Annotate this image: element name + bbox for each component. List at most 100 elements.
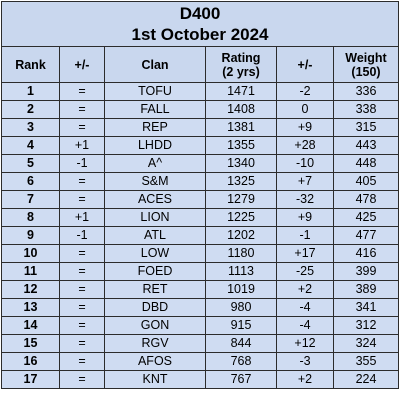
cell-rank: 4	[1, 136, 60, 155]
cell-clan: FALL	[104, 100, 206, 119]
cell-weight: 338	[332, 100, 400, 119]
rankings-table: D400 1st October 2024 Rank +/- Clan Rati…	[0, 1, 400, 389]
cell-rank-change: =	[59, 190, 105, 209]
table-row: 10 = LOW 1180 +17 416	[1, 244, 400, 263]
table-title-cell: D400 1st October 2024	[0, 1, 400, 47]
cell-weight: 448	[332, 154, 400, 173]
cell-rating-change: -10	[276, 154, 334, 173]
cell-weight: 425	[332, 208, 400, 227]
cell-rank-change: =	[59, 244, 105, 263]
table-row: 12 = RET 1019 +2 389	[1, 280, 400, 299]
cell-rating: 1113	[205, 262, 277, 281]
cell-rating: 1381	[205, 118, 277, 137]
cell-rank: 11	[1, 262, 60, 281]
cell-rating: 980	[205, 298, 277, 317]
cell-clan: AFOS	[104, 352, 206, 371]
header-rating-line2: (2 yrs)	[222, 64, 260, 79]
table-row: 4 +1 LHDD 1355 +28 443	[1, 136, 400, 155]
cell-weight: 336	[332, 82, 400, 101]
cell-rank-change: =	[59, 100, 105, 119]
cell-rating-change: +9	[276, 208, 334, 227]
cell-rank-change: =	[59, 262, 105, 281]
cell-rating: 1279	[205, 190, 277, 209]
cell-rank-change: =	[59, 334, 105, 353]
cell-rank-change: -1	[59, 226, 105, 245]
cell-rank: 8	[1, 208, 60, 227]
cell-rating: 1202	[205, 226, 277, 245]
cell-rank-change: +1	[59, 208, 105, 227]
cell-rating: 1408	[205, 100, 277, 119]
cell-clan: ATL	[104, 226, 206, 245]
cell-rank: 3	[1, 118, 60, 137]
cell-weight: 312	[332, 316, 400, 335]
cell-clan: ACES	[104, 190, 206, 209]
header-row: Rank +/- Clan Rating (2 yrs) +/- Weight …	[1, 46, 400, 83]
cell-clan: TOFU	[104, 82, 206, 101]
table-row: 16 = AFOS 768 -3 355	[1, 352, 400, 371]
cell-rank-change: +1	[59, 136, 105, 155]
cell-rating-change: +7	[276, 172, 334, 191]
table-row: 2 = FALL 1408 0 338	[1, 100, 400, 119]
cell-rating-change: +9	[276, 118, 334, 137]
cell-clan: RET	[104, 280, 206, 299]
cell-rank-change: =	[59, 352, 105, 371]
cell-rating: 1325	[205, 172, 277, 191]
header-clan: Clan	[104, 46, 206, 83]
cell-rating-change: +12	[276, 334, 334, 353]
header-rating-line1: Rating	[221, 50, 261, 65]
cell-clan: KNT	[104, 370, 206, 389]
cell-rank-change: =	[59, 118, 105, 137]
cell-weight: 389	[332, 280, 400, 299]
cell-rating-change: -25	[276, 262, 334, 281]
table-row: 14 = GON 915 -4 312	[1, 316, 400, 335]
cell-rating-change: +2	[276, 370, 334, 389]
cell-rank: 9	[1, 226, 60, 245]
cell-clan: RGV	[104, 334, 206, 353]
cell-rank-change: =	[59, 280, 105, 299]
table-subtitle: 1st October 2024	[131, 25, 269, 44]
header-rank-change: +/-	[59, 46, 105, 83]
cell-rating: 1471	[205, 82, 277, 101]
cell-rank: 10	[1, 244, 60, 263]
cell-rank-change: =	[59, 82, 105, 101]
cell-rank: 5	[1, 154, 60, 173]
table-row: 13 = DBD 980 -4 341	[1, 298, 400, 317]
cell-weight: 341	[332, 298, 400, 317]
header-rating: Rating (2 yrs)	[205, 46, 277, 83]
header-rank: Rank	[1, 46, 60, 83]
cell-rank: 13	[1, 298, 60, 317]
cell-rating-change: +28	[276, 136, 334, 155]
cell-rank-change: =	[59, 316, 105, 335]
header-rating-change: +/-	[276, 46, 334, 83]
table-row: 15 = RGV 844 +12 324	[1, 334, 400, 353]
cell-rating-change: -4	[276, 316, 334, 335]
cell-clan: REP	[104, 118, 206, 137]
cell-weight: 478	[332, 190, 400, 209]
cell-rank: 2	[1, 100, 60, 119]
cell-clan: DBD	[104, 298, 206, 317]
cell-rank: 12	[1, 280, 60, 299]
cell-rating-change: -3	[276, 352, 334, 371]
table-row: 8 +1 LION 1225 +9 425	[1, 208, 400, 227]
cell-rating: 1355	[205, 136, 277, 155]
cell-rank-change: -1	[59, 154, 105, 173]
cell-rating-change: -32	[276, 190, 334, 209]
cell-rank: 6	[1, 172, 60, 191]
cell-clan: S&M	[104, 172, 206, 191]
cell-rating: 1180	[205, 244, 277, 263]
cell-weight: 477	[332, 226, 400, 245]
cell-rating: 1225	[205, 208, 277, 227]
rankings-table-container: D400 1st October 2024 Rank +/- Clan Rati…	[0, 1, 400, 389]
cell-rating-change: -2	[276, 82, 334, 101]
table-row: 1 = TOFU 1471 -2 336	[1, 82, 400, 101]
cell-rank: 17	[1, 370, 60, 389]
cell-weight: 224	[332, 370, 400, 389]
cell-rating-change: +2	[276, 280, 334, 299]
table-title: D400	[179, 4, 221, 23]
cell-rating-change: -4	[276, 298, 334, 317]
table-row: 9 -1 ATL 1202 -1 477	[1, 226, 400, 245]
cell-weight: 405	[332, 172, 400, 191]
cell-clan: LHDD	[104, 136, 206, 155]
table-row: 17 = KNT 767 +2 224	[1, 370, 400, 389]
cell-clan: A^	[104, 154, 206, 173]
